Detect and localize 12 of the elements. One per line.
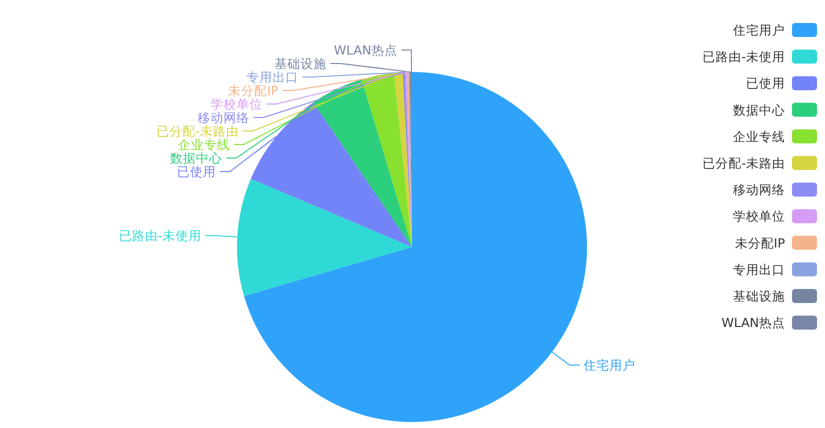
- legend-label: 已使用: [746, 76, 785, 91]
- legend-label: WLAN热点: [721, 315, 785, 330]
- legend-label: 专用出口: [733, 262, 785, 277]
- legend-label: 已分配-未路由: [702, 156, 785, 170]
- legend-label: 数据中心: [733, 102, 785, 118]
- legend-label: 已路由-未使用: [702, 49, 785, 64]
- legend-label: 学校单位: [733, 208, 785, 224]
- legend-label: 基础设施: [733, 288, 785, 304]
- legend-label: 企业专线: [733, 128, 785, 144]
- legend-label: 移动网络: [733, 182, 785, 198]
- legend-label: 住宅用户: [732, 22, 785, 38]
- legend-label: 未分配IP: [734, 235, 786, 250]
